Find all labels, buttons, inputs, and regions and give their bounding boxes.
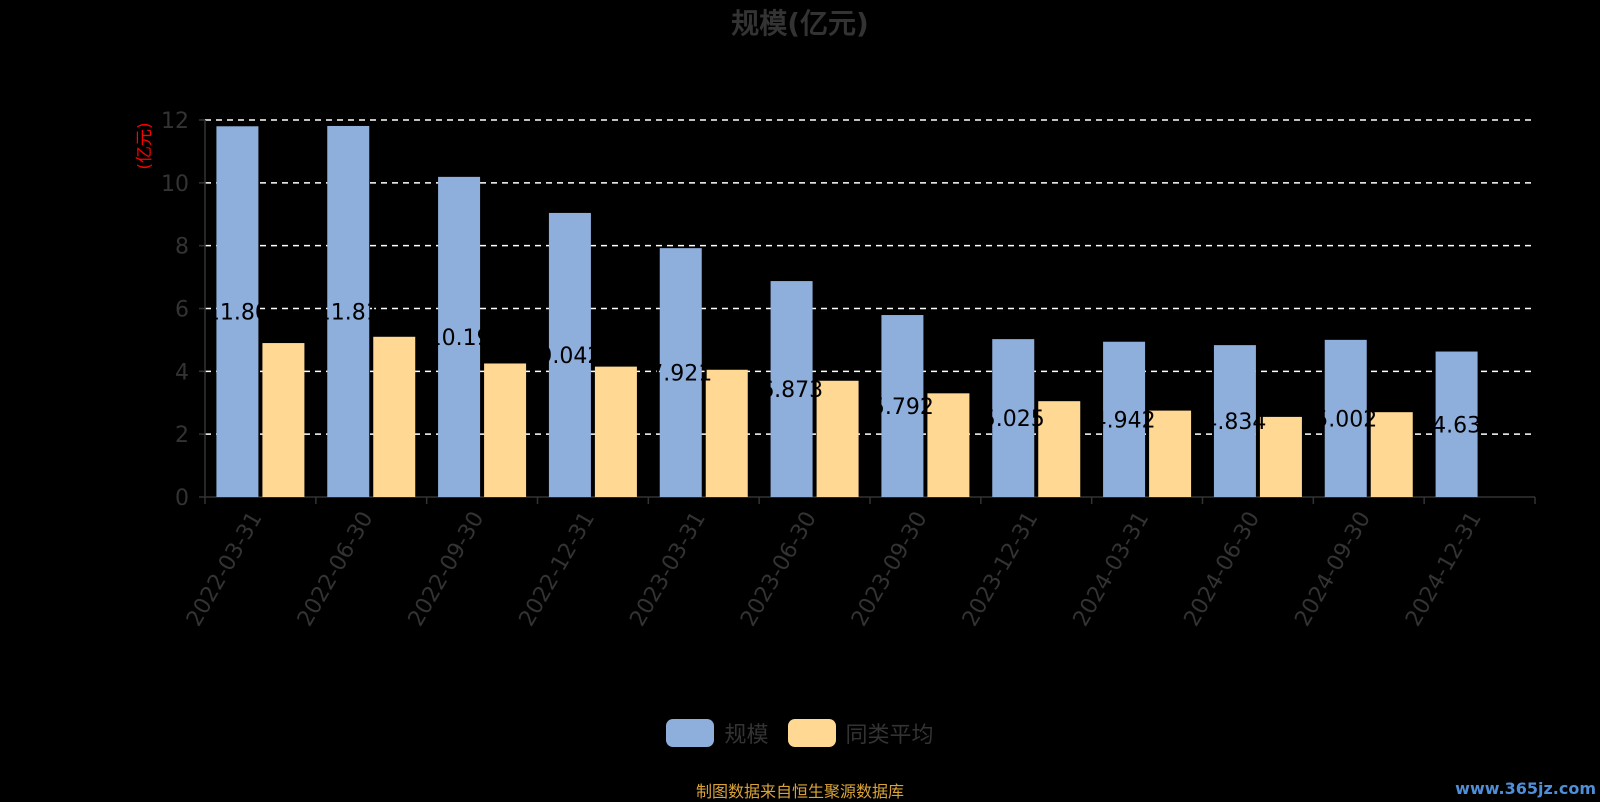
bar-peer-average <box>373 336 416 497</box>
bar-peer-average <box>1149 410 1192 497</box>
x-tick-label: 2024-09-30 <box>1290 508 1376 631</box>
bar-scale <box>548 212 591 498</box>
bar-peer-average <box>1038 401 1081 497</box>
bar-peer-average <box>927 393 970 497</box>
y-tick-label: 4 <box>175 360 189 385</box>
x-tick-label: 2023-09-30 <box>847 508 933 631</box>
data-label-scale: 11.80 <box>206 301 269 326</box>
data-label-scale: 5.025 <box>982 407 1045 432</box>
legend-label-scale: 规模 <box>724 723 769 748</box>
x-tick-label: 2022-09-30 <box>404 508 490 631</box>
bar-peer-average <box>1370 412 1413 497</box>
x-tick-label: 2022-12-31 <box>515 508 601 631</box>
x-tick-label: 2023-12-31 <box>958 508 1044 631</box>
y-tick-label: 12 <box>161 109 189 134</box>
bar-scale <box>659 248 702 497</box>
data-label-scale: 4.942 <box>1093 408 1156 433</box>
x-tick-label: 2023-03-31 <box>625 508 711 631</box>
y-tick-label: 2 <box>175 423 189 448</box>
legend-swatch-peer-average <box>787 719 836 747</box>
bar-scale <box>1435 351 1478 497</box>
legend-item-scale[interactable]: 规模 <box>666 717 769 749</box>
bar-scale <box>881 315 924 497</box>
y-tick-label: 6 <box>175 298 189 323</box>
bar-scale <box>992 339 1035 497</box>
bar-scale <box>438 176 481 497</box>
data-label-scale: 7.921 <box>649 362 712 387</box>
legend-label-peer-average: 同类平均 <box>845 723 934 748</box>
bar-peer-average <box>484 363 527 497</box>
legend-swatch-scale <box>666 719 715 747</box>
bar-scale <box>327 125 370 497</box>
bar-peer-average <box>816 380 859 497</box>
data-label-scale: 5.002 <box>1314 407 1377 432</box>
legend-item-peer-average[interactable]: 同类平均 <box>787 717 934 749</box>
y-tick-label: 10 <box>161 172 189 197</box>
bar-scale <box>1324 339 1367 497</box>
watermark: www.365jz.com <box>1455 779 1596 798</box>
bar-peer-average <box>262 343 305 497</box>
data-label-scale: 4.63 <box>1432 413 1481 438</box>
source-note: 制图数据来自恒生聚源数据库 <box>695 782 904 801</box>
legend: 规模 同类平均 <box>0 717 1600 753</box>
data-label-scale: 6.873 <box>760 378 823 403</box>
data-label-scale: 9.042 <box>538 344 601 369</box>
bar-peer-average <box>705 369 748 497</box>
chart-title: 规模(亿元) <box>731 7 869 40</box>
y-tick-label: 8 <box>175 235 189 260</box>
x-tick-label: 2022-03-31 <box>182 508 268 631</box>
bar-scale <box>1103 341 1146 497</box>
data-label-scale: 5.792 <box>871 395 934 420</box>
bar-scale <box>770 281 813 497</box>
y-axis-label: (亿元) <box>135 122 155 169</box>
y-tick-label: 0 <box>175 486 189 511</box>
x-tick-label: 2023-06-30 <box>736 508 822 631</box>
bar-scale <box>1213 345 1256 497</box>
data-label-scale: 11.81 <box>317 300 380 325</box>
x-tick-label: 2022-06-30 <box>293 508 379 631</box>
data-label-scale: 4.834 <box>1203 410 1266 435</box>
x-tick-label: 2024-12-31 <box>1401 508 1487 631</box>
bar-peer-average <box>1259 416 1302 497</box>
data-label-scale: 10.19 <box>428 326 491 351</box>
bar-peer-average <box>594 366 637 497</box>
x-tick-label: 2024-06-30 <box>1180 508 1266 631</box>
bar-scale <box>216 126 259 498</box>
x-tick-label: 2024-03-31 <box>1069 508 1155 631</box>
